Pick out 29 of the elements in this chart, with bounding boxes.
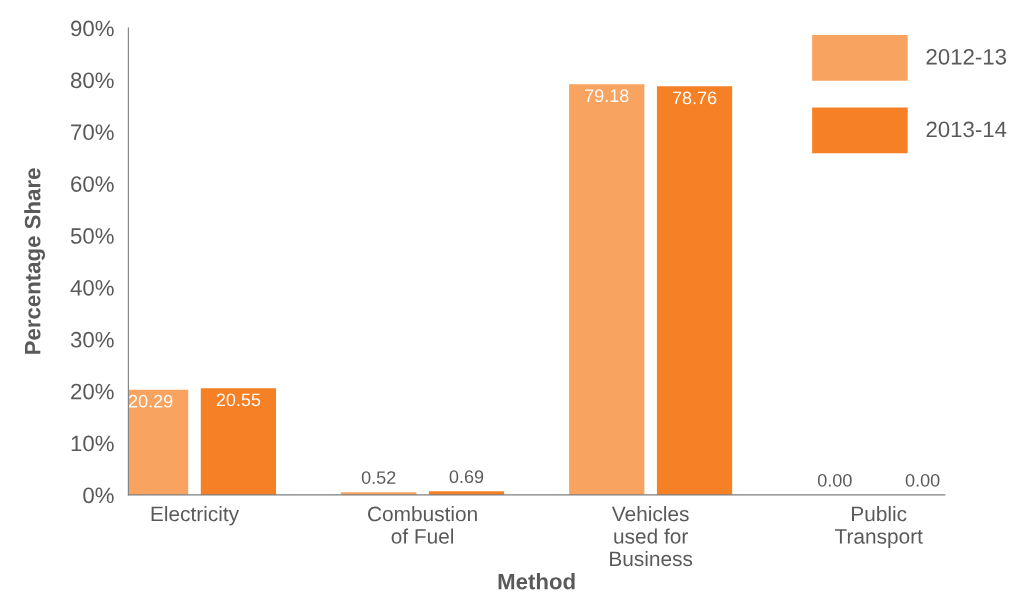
text: 78.76 [672,91,717,105]
text: 79.18 [585,89,629,103]
y-tick-label: 90% [71,20,114,37]
text: 20.55 [216,393,261,407]
legend-label: 2012-13 [926,48,1007,65]
text: 0.52 [361,471,396,484]
y-tick-label: 20% [71,383,114,400]
x-tick-label: Vehicles used for Business [610,506,693,567]
y-tick-label: 40% [70,279,114,296]
y-tick-label: 80% [70,72,114,89]
bar [656,86,733,495]
text: 20.29 [128,394,173,408]
y-tick-label: 60% [71,176,114,192]
text: 0.69 [449,470,484,484]
bar [569,84,645,495]
y-tick-label: 30% [70,331,114,348]
x-tick-label: Public Transport [834,506,923,548]
y-axis-title: Percentage Share [24,168,46,354]
y-tick-label: 50% [70,228,114,244]
text: 0.00 [905,473,940,487]
y-tick-label: 10% [71,435,114,452]
bar [200,388,277,495]
legend-label: 2013-14 [926,121,1007,138]
y-tick-label: 0% [83,487,114,504]
x-tick-label: Combustion of Fuel [368,506,477,544]
x-tick-label: Electricity [151,506,240,526]
x-axis-title: Method [498,573,575,590]
text: 0.00 [817,473,852,487]
y-tick-label: 70% [71,124,114,141]
